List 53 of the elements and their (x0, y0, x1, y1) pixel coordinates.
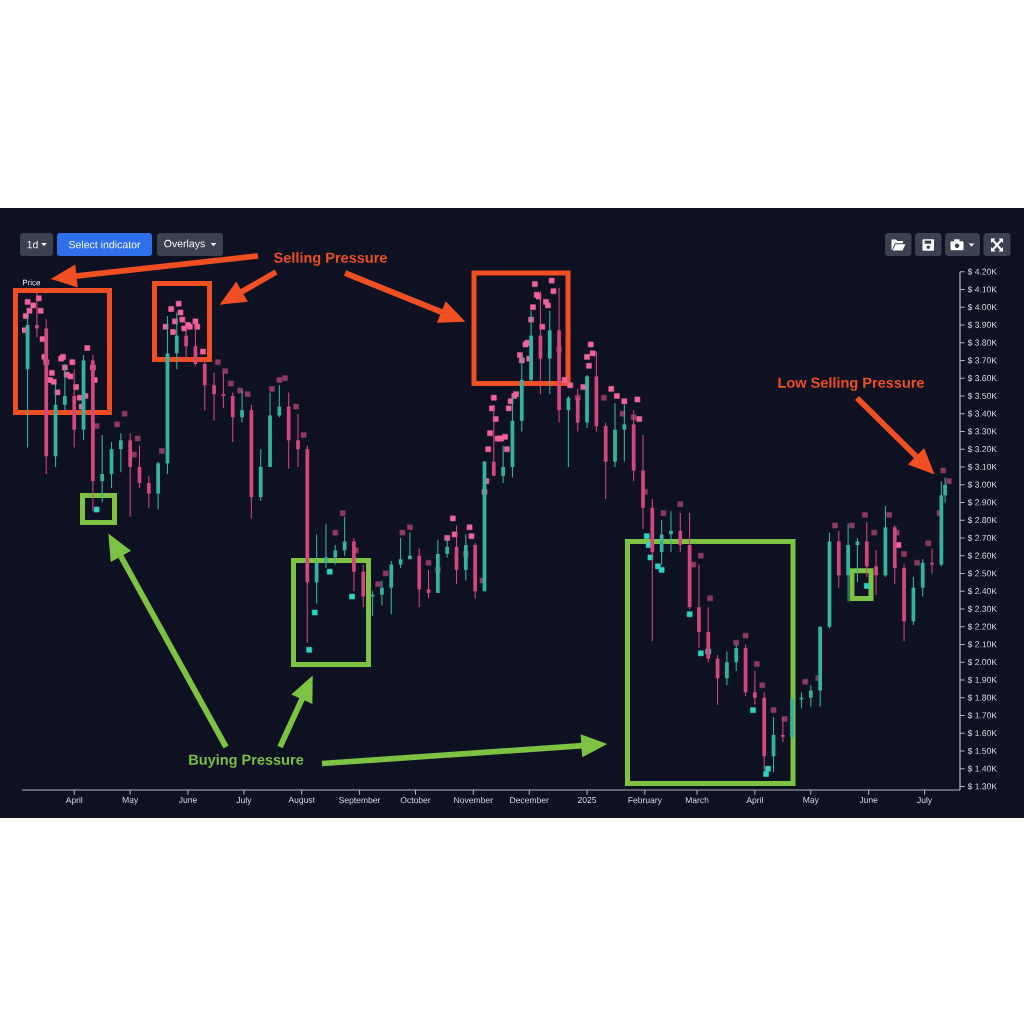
x-tick-label: June (859, 796, 878, 803)
y-tick-label: $ 3.30K (967, 427, 997, 435)
x-tick-label: April (65, 796, 83, 805)
x-tick-label: 2025 (577, 796, 597, 803)
x-tick-label: May (122, 796, 139, 805)
y-tick-label: $ 2.50K (967, 569, 997, 577)
y-tick-label: $ 2.00K (967, 658, 997, 666)
y-tick-label: $ 3.10K (967, 463, 997, 471)
y-tick-label: $ 2.10K (967, 640, 997, 648)
text: 1d (27, 240, 38, 249)
x-tick-label: June (178, 796, 197, 803)
y-tick-label: $ 2.90K (967, 498, 997, 506)
y-tick-label: $ 3.60K (967, 374, 997, 382)
x-tick-label: August (288, 796, 315, 805)
y-tick-label: $ 1.30K (967, 782, 997, 790)
y-tick-label: $ 3.40K (967, 410, 997, 418)
y-tick-label: $ 2.40K (967, 587, 997, 595)
y-axis-title: Price (22, 279, 41, 286)
y-tick-label: $ 2.30K (967, 605, 997, 613)
y-tick-label: $ 2.20K (967, 623, 997, 631)
x-tick-label: April (746, 796, 763, 805)
y-tick-label: $ 4.10K (967, 285, 997, 293)
y-tick-label: $ 4.20K (967, 268, 997, 276)
y-tick-label: $ 2.70K (967, 534, 997, 542)
x-tick-label: October (400, 796, 431, 804)
text: Select indicator (68, 240, 141, 249)
text: Selling Pressure (273, 252, 387, 266)
x-tick-label: May (803, 796, 819, 805)
annotation: Low Selling Pressure (778, 377, 925, 391)
y-tick-label: $ 4.00K (967, 303, 997, 311)
x-tick-label: November (454, 796, 493, 804)
y-tick-label: $ 3.20K (967, 445, 997, 453)
annotation: Buying Pressure (189, 754, 304, 768)
y-tick-label: $ 1.50K (967, 747, 997, 755)
x-tick-label: February (628, 796, 662, 805)
text: Overlays (164, 239, 205, 250)
y-tick-label: $ 3.70K (967, 356, 997, 364)
x-tick-label: September (339, 796, 381, 805)
y-tick-label: $ 1.40K (967, 765, 997, 773)
y-tick-label: $ 2.80K (967, 516, 997, 524)
y-tick-label: $ 3.00K (967, 481, 997, 489)
y-tick-label: $ 1.90K (967, 676, 997, 684)
y-tick-label: $ 1.70K (967, 711, 997, 719)
x-tick-label: December (510, 796, 549, 804)
y-tick-label: $ 2.60K (967, 552, 997, 560)
y-tick-label: $ 3.90K (967, 321, 997, 329)
y-tick-label: $ 1.80K (967, 694, 997, 702)
x-tick-label: July (917, 796, 933, 805)
y-tick-label: $ 1.60K (967, 729, 997, 737)
y-tick-label: $ 3.80K (967, 339, 997, 347)
y-tick-label: $ 3.50K (967, 392, 997, 400)
x-tick-label: July (236, 796, 252, 805)
x-tick-label: March (685, 796, 709, 804)
